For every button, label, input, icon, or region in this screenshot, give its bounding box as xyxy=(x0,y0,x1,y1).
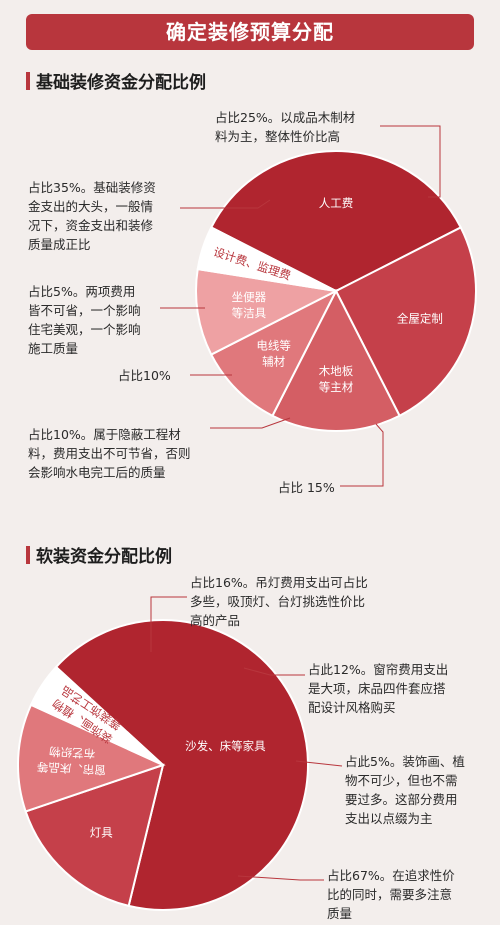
leader-line xyxy=(243,667,305,676)
annotation-sanitary: 占比10% xyxy=(118,368,171,383)
section-title-soft: 软装资金分配比例 xyxy=(26,542,172,567)
labor-label: 人工费 xyxy=(319,196,354,210)
annotation-design: 占比5%。两项费用 皆不可省，一个影响 住宅美观，一个影响 施工质量 xyxy=(28,284,141,356)
leader-line xyxy=(237,875,324,881)
leader-line xyxy=(380,125,441,198)
textiles-label: 窗帘、床品等布艺织物 xyxy=(37,744,107,777)
lamps-label: 灯具 xyxy=(90,825,113,839)
flooring-slice xyxy=(271,288,401,432)
annotation-textiles: 占此12%。窗帘费用支出 是大项，床品四件套应搭 配设计风格购买 xyxy=(308,662,449,715)
leader-line xyxy=(150,596,187,652)
annotation-flooring: 占比 15% xyxy=(278,480,335,495)
annotation-furniture: 占比67%。在追求性价 比的同时，需要多注意 质量 xyxy=(327,868,455,921)
furniture-slice xyxy=(54,619,309,911)
section-title-basic-text: 基础装修资金分配比例 xyxy=(36,73,206,93)
section-title-basic: 基础装修资金分配比例 xyxy=(26,68,206,93)
sanitary-slice xyxy=(195,267,340,356)
custom-furniture-slice xyxy=(334,226,477,418)
decor-slice xyxy=(29,665,164,766)
annotation-lamps: 占比16%。吊灯费用支出可占比 多些，吸顶灯、台灯挑选性价比 高的产品 xyxy=(190,575,368,628)
page-banner: 确定装修预算分配 xyxy=(26,14,474,50)
custom-furniture-label: 全屋定制 xyxy=(397,311,443,325)
wiring-label: 电线等辅材 xyxy=(256,338,291,368)
annotation-labor: 占比35%。基础装修资 金支出的大头，一般情 况下，资金支出和装修 质量成正比 xyxy=(28,180,156,252)
annotation-decor: 占此5%。装饰画、植 物不可少，但也不需 要过多。这部分费用 支出以点缀为主 xyxy=(345,754,465,826)
textiles-slice xyxy=(17,703,166,813)
leader-line xyxy=(210,417,291,429)
section-marker xyxy=(26,545,30,564)
section-title-soft-text: 软装资金分配比例 xyxy=(36,547,172,567)
leader-line xyxy=(180,199,271,209)
flooring-label: 木地板等主材 xyxy=(319,364,354,394)
leader-line xyxy=(340,423,384,487)
annotation-wiring: 占比10%。属于隐蔽工程材 料，费用支出不可节省，否则 会影响水电完工后的质量 xyxy=(28,427,191,480)
furniture-label: 沙发、床等家具 xyxy=(185,739,266,753)
annotation-custom: 占比25%。以成品木制材 料为主，整体性价比高 xyxy=(215,110,356,144)
wiring-slice xyxy=(209,288,339,418)
design-fee-slice xyxy=(196,226,337,292)
labor-slice xyxy=(209,150,463,293)
section-marker xyxy=(26,71,30,90)
sanitary-label: 坐便器等洁具 xyxy=(232,290,267,320)
leader-line xyxy=(295,760,343,767)
